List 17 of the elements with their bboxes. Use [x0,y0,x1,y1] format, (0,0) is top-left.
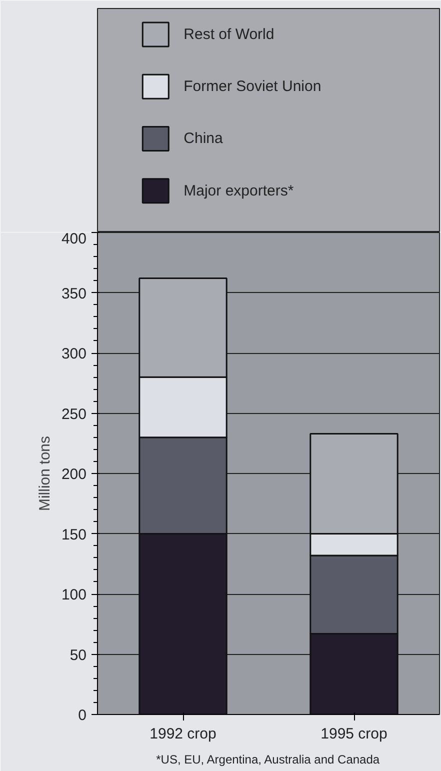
text: *US, EU, Argentina, Australia and Canada [156,752,380,766]
y-tick-label: 350 [61,285,87,302]
y-tick-label: 250 [61,406,87,423]
x-tick-label: 1992 crop [150,726,216,742]
y-tick-label: 150 [61,526,87,544]
y-tick-label: 400 [61,230,87,248]
legend-label: Major exporters* [184,182,294,200]
y-axis-title: Million tons [36,436,54,512]
y-tick-label: 50 [70,646,87,664]
y-tick-label: 100 [61,586,87,604]
legend-label: China [184,130,224,148]
legend-label: Former Soviet Union [184,78,322,96]
y-tick-label: 0 [78,707,86,724]
legend-label: Rest of World [184,26,274,44]
x-tick-label: 1995 crop [320,726,388,742]
y-tick-label: 200 [61,466,87,483]
y-tick-label: 300 [61,346,87,362]
